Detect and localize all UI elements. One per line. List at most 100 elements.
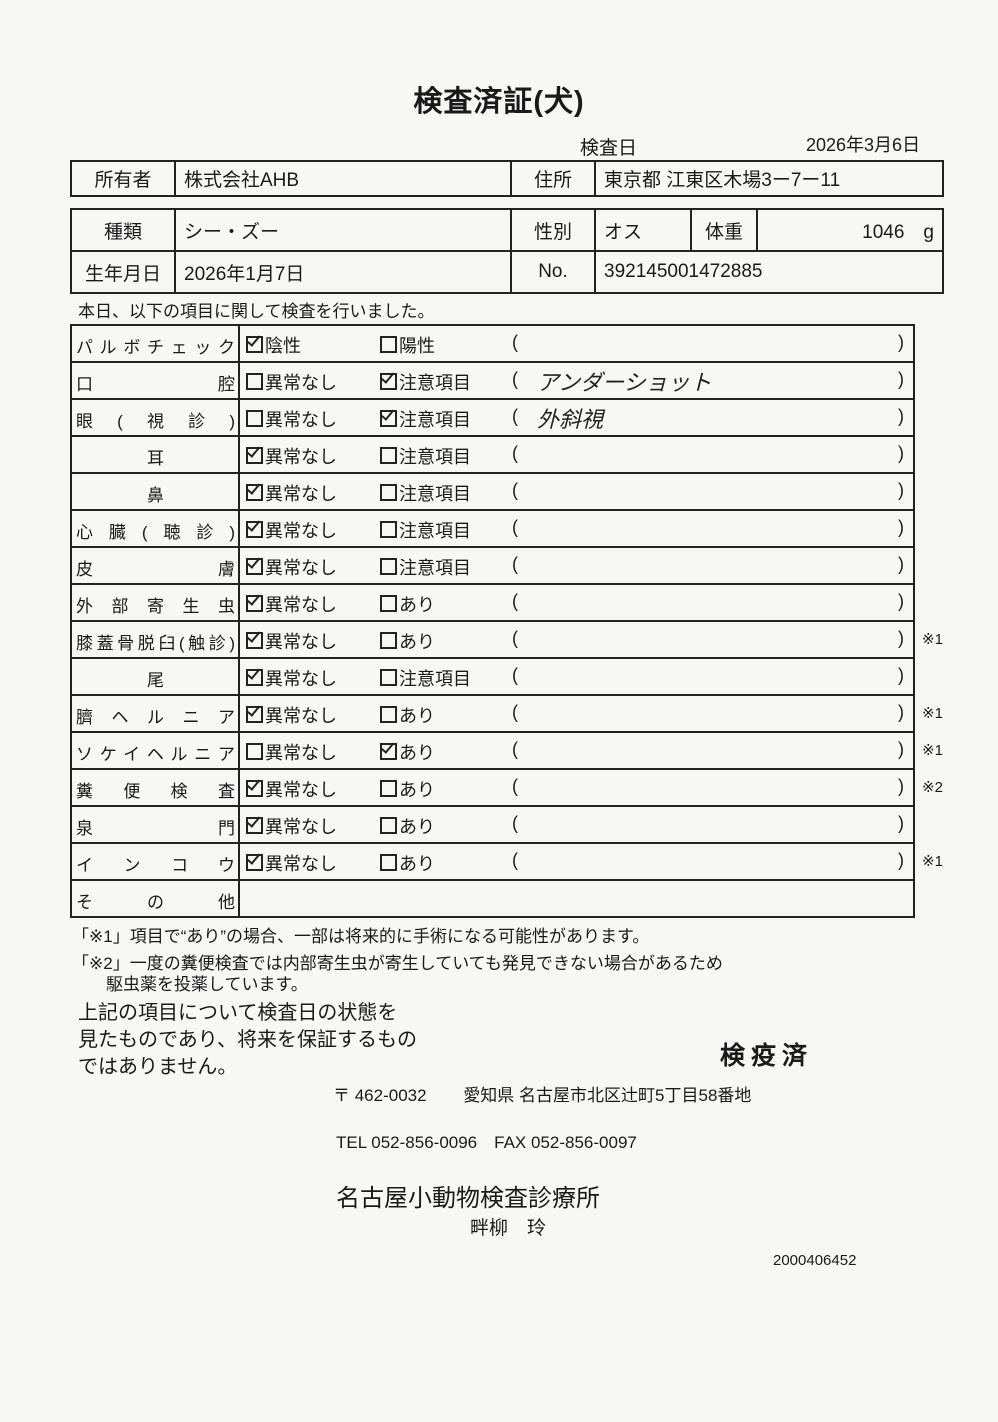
checked-checkbox-icon[interactable] xyxy=(246,447,263,464)
checked-checkbox-icon[interactable] xyxy=(246,595,263,612)
clinic-phone: TEL 052-856-0096 FAX 052-856-0097 xyxy=(336,1133,637,1152)
disclaimer-line: 上記の項目について検査日の状態を xyxy=(78,1002,398,1024)
paren-open: ( xyxy=(512,517,518,537)
checklist-row: 口腔 異常なし 注意項目 (アンダーショット) xyxy=(70,363,915,400)
paren-close: ) xyxy=(898,850,904,870)
option-label: 異常なし xyxy=(265,410,337,430)
checkbox-icon[interactable] xyxy=(380,854,397,871)
checklist-row: 鼻 異常なし 注意項目 () xyxy=(70,474,915,511)
option-normal[interactable]: 異常なし xyxy=(246,739,337,765)
checked-checkbox-icon[interactable] xyxy=(246,780,263,797)
option-abnormal[interactable]: あり xyxy=(380,813,435,839)
checkbox-icon[interactable] xyxy=(380,336,397,353)
checked-checkbox-icon[interactable] xyxy=(246,854,263,871)
option-abnormal[interactable]: 注意項目 xyxy=(380,443,471,469)
option-normal[interactable]: 異常なし xyxy=(246,480,337,506)
item-label: ソケイヘルニア xyxy=(76,745,236,764)
checkbox-icon[interactable] xyxy=(380,780,397,797)
paren-close: ) xyxy=(898,480,904,500)
option-label: 異常なし xyxy=(265,669,337,689)
option-label: あり xyxy=(399,706,435,726)
checkbox-icon[interactable] xyxy=(380,706,397,723)
checkbox-icon[interactable] xyxy=(246,410,263,427)
checkbox-icon[interactable] xyxy=(380,484,397,501)
footnote-mark: ※1 xyxy=(922,631,943,648)
paren-close: ) xyxy=(898,406,904,426)
option-label: 異常なし xyxy=(265,632,337,652)
option-normal[interactable]: 異常なし xyxy=(246,628,337,654)
option-normal[interactable]: 異常なし xyxy=(246,554,337,580)
option-label: 異常なし xyxy=(265,447,337,467)
checked-checkbox-icon[interactable] xyxy=(246,817,263,834)
option-normal[interactable]: 異常なし xyxy=(246,517,337,543)
option-abnormal[interactable]: あり xyxy=(380,628,435,654)
option-normal[interactable]: 異常なし xyxy=(246,813,337,839)
option-abnormal[interactable]: 陽性 xyxy=(380,332,435,358)
option-label: 注意項目 xyxy=(399,558,471,578)
option-abnormal[interactable]: 注意項目 xyxy=(380,369,471,395)
paren-open: ( xyxy=(512,554,518,574)
checkbox-icon[interactable] xyxy=(380,632,397,649)
checklist-row: 外部寄生虫 異常なし あり () xyxy=(70,585,915,622)
option-abnormal[interactable]: あり xyxy=(380,591,435,617)
paren-open: ( xyxy=(512,406,518,426)
option-label: 注意項目 xyxy=(399,669,471,689)
checked-checkbox-icon[interactable] xyxy=(246,558,263,575)
item-label: 外部寄生虫 xyxy=(76,597,236,616)
disclaimer-line: 見たものであり、将来を保証するもの xyxy=(78,1029,417,1051)
checklist-row: 臍ヘルニア 異常なし あり () ※1 xyxy=(70,696,943,733)
option-label: 異常なし xyxy=(265,521,337,541)
option-abnormal[interactable]: 注意項目 xyxy=(380,665,471,691)
weight-label: 体重 xyxy=(690,208,758,252)
option-normal[interactable]: 陰性 xyxy=(246,332,301,358)
checkbox-icon[interactable] xyxy=(380,595,397,612)
paren-open: ( xyxy=(512,480,518,500)
address-label: 住所 xyxy=(510,160,596,197)
checked-checkbox-icon[interactable] xyxy=(380,373,397,390)
option-normal[interactable]: 異常なし xyxy=(246,665,337,691)
item-label: 耳 xyxy=(147,449,165,468)
option-normal[interactable]: 異常なし xyxy=(246,776,337,802)
option-label: 異常なし xyxy=(265,780,337,800)
sex-value: オス xyxy=(594,208,692,252)
sex-label: 性別 xyxy=(510,208,596,252)
pet-table: 種類 シー・ズー 性別 オス 体重 1046 g 生年月日 2026年1月7日 … xyxy=(70,208,944,294)
option-abnormal[interactable]: あり xyxy=(380,702,435,728)
option-normal[interactable]: 異常なし xyxy=(246,443,337,469)
column-divider xyxy=(238,807,240,842)
option-abnormal[interactable]: 注意項目 xyxy=(380,517,471,543)
checkbox-icon[interactable] xyxy=(380,817,397,834)
option-abnormal[interactable]: あり xyxy=(380,739,435,765)
checked-checkbox-icon[interactable] xyxy=(246,336,263,353)
checklist-row: 心臓(聴診) 異常なし 注意項目 () xyxy=(70,511,915,548)
checkbox-icon[interactable] xyxy=(380,669,397,686)
checkbox-icon[interactable] xyxy=(380,447,397,464)
footnote-mark: ※1 xyxy=(922,742,943,759)
paren-open: ( xyxy=(512,591,518,611)
option-abnormal[interactable]: 注意項目 xyxy=(380,480,471,506)
checkbox-icon[interactable] xyxy=(380,521,397,538)
option-normal[interactable]: 異常なし xyxy=(246,850,337,876)
option-abnormal[interactable]: 注意項目 xyxy=(380,554,471,580)
checkbox-icon[interactable] xyxy=(246,373,263,390)
checked-checkbox-icon[interactable] xyxy=(380,743,397,760)
checked-checkbox-icon[interactable] xyxy=(246,632,263,649)
option-abnormal[interactable]: あり xyxy=(380,850,435,876)
checked-checkbox-icon[interactable] xyxy=(246,706,263,723)
option-normal[interactable]: 異常なし xyxy=(246,406,337,432)
option-normal[interactable]: 異常なし xyxy=(246,702,337,728)
option-abnormal[interactable]: 注意項目 xyxy=(380,406,471,432)
checked-checkbox-icon[interactable] xyxy=(380,410,397,427)
paren-close: ) xyxy=(898,443,904,463)
checked-checkbox-icon[interactable] xyxy=(246,521,263,538)
option-label: 異常なし xyxy=(265,854,337,874)
item-label: 尾 xyxy=(147,671,165,690)
checked-checkbox-icon[interactable] xyxy=(246,669,263,686)
option-normal[interactable]: 異常なし xyxy=(246,591,337,617)
option-abnormal[interactable]: あり xyxy=(380,776,435,802)
checkbox-icon[interactable] xyxy=(246,743,263,760)
checkbox-icon[interactable] xyxy=(380,558,397,575)
checked-checkbox-icon[interactable] xyxy=(246,484,263,501)
option-normal[interactable]: 異常なし xyxy=(246,369,337,395)
handwritten-note: 外斜視 xyxy=(537,408,604,433)
